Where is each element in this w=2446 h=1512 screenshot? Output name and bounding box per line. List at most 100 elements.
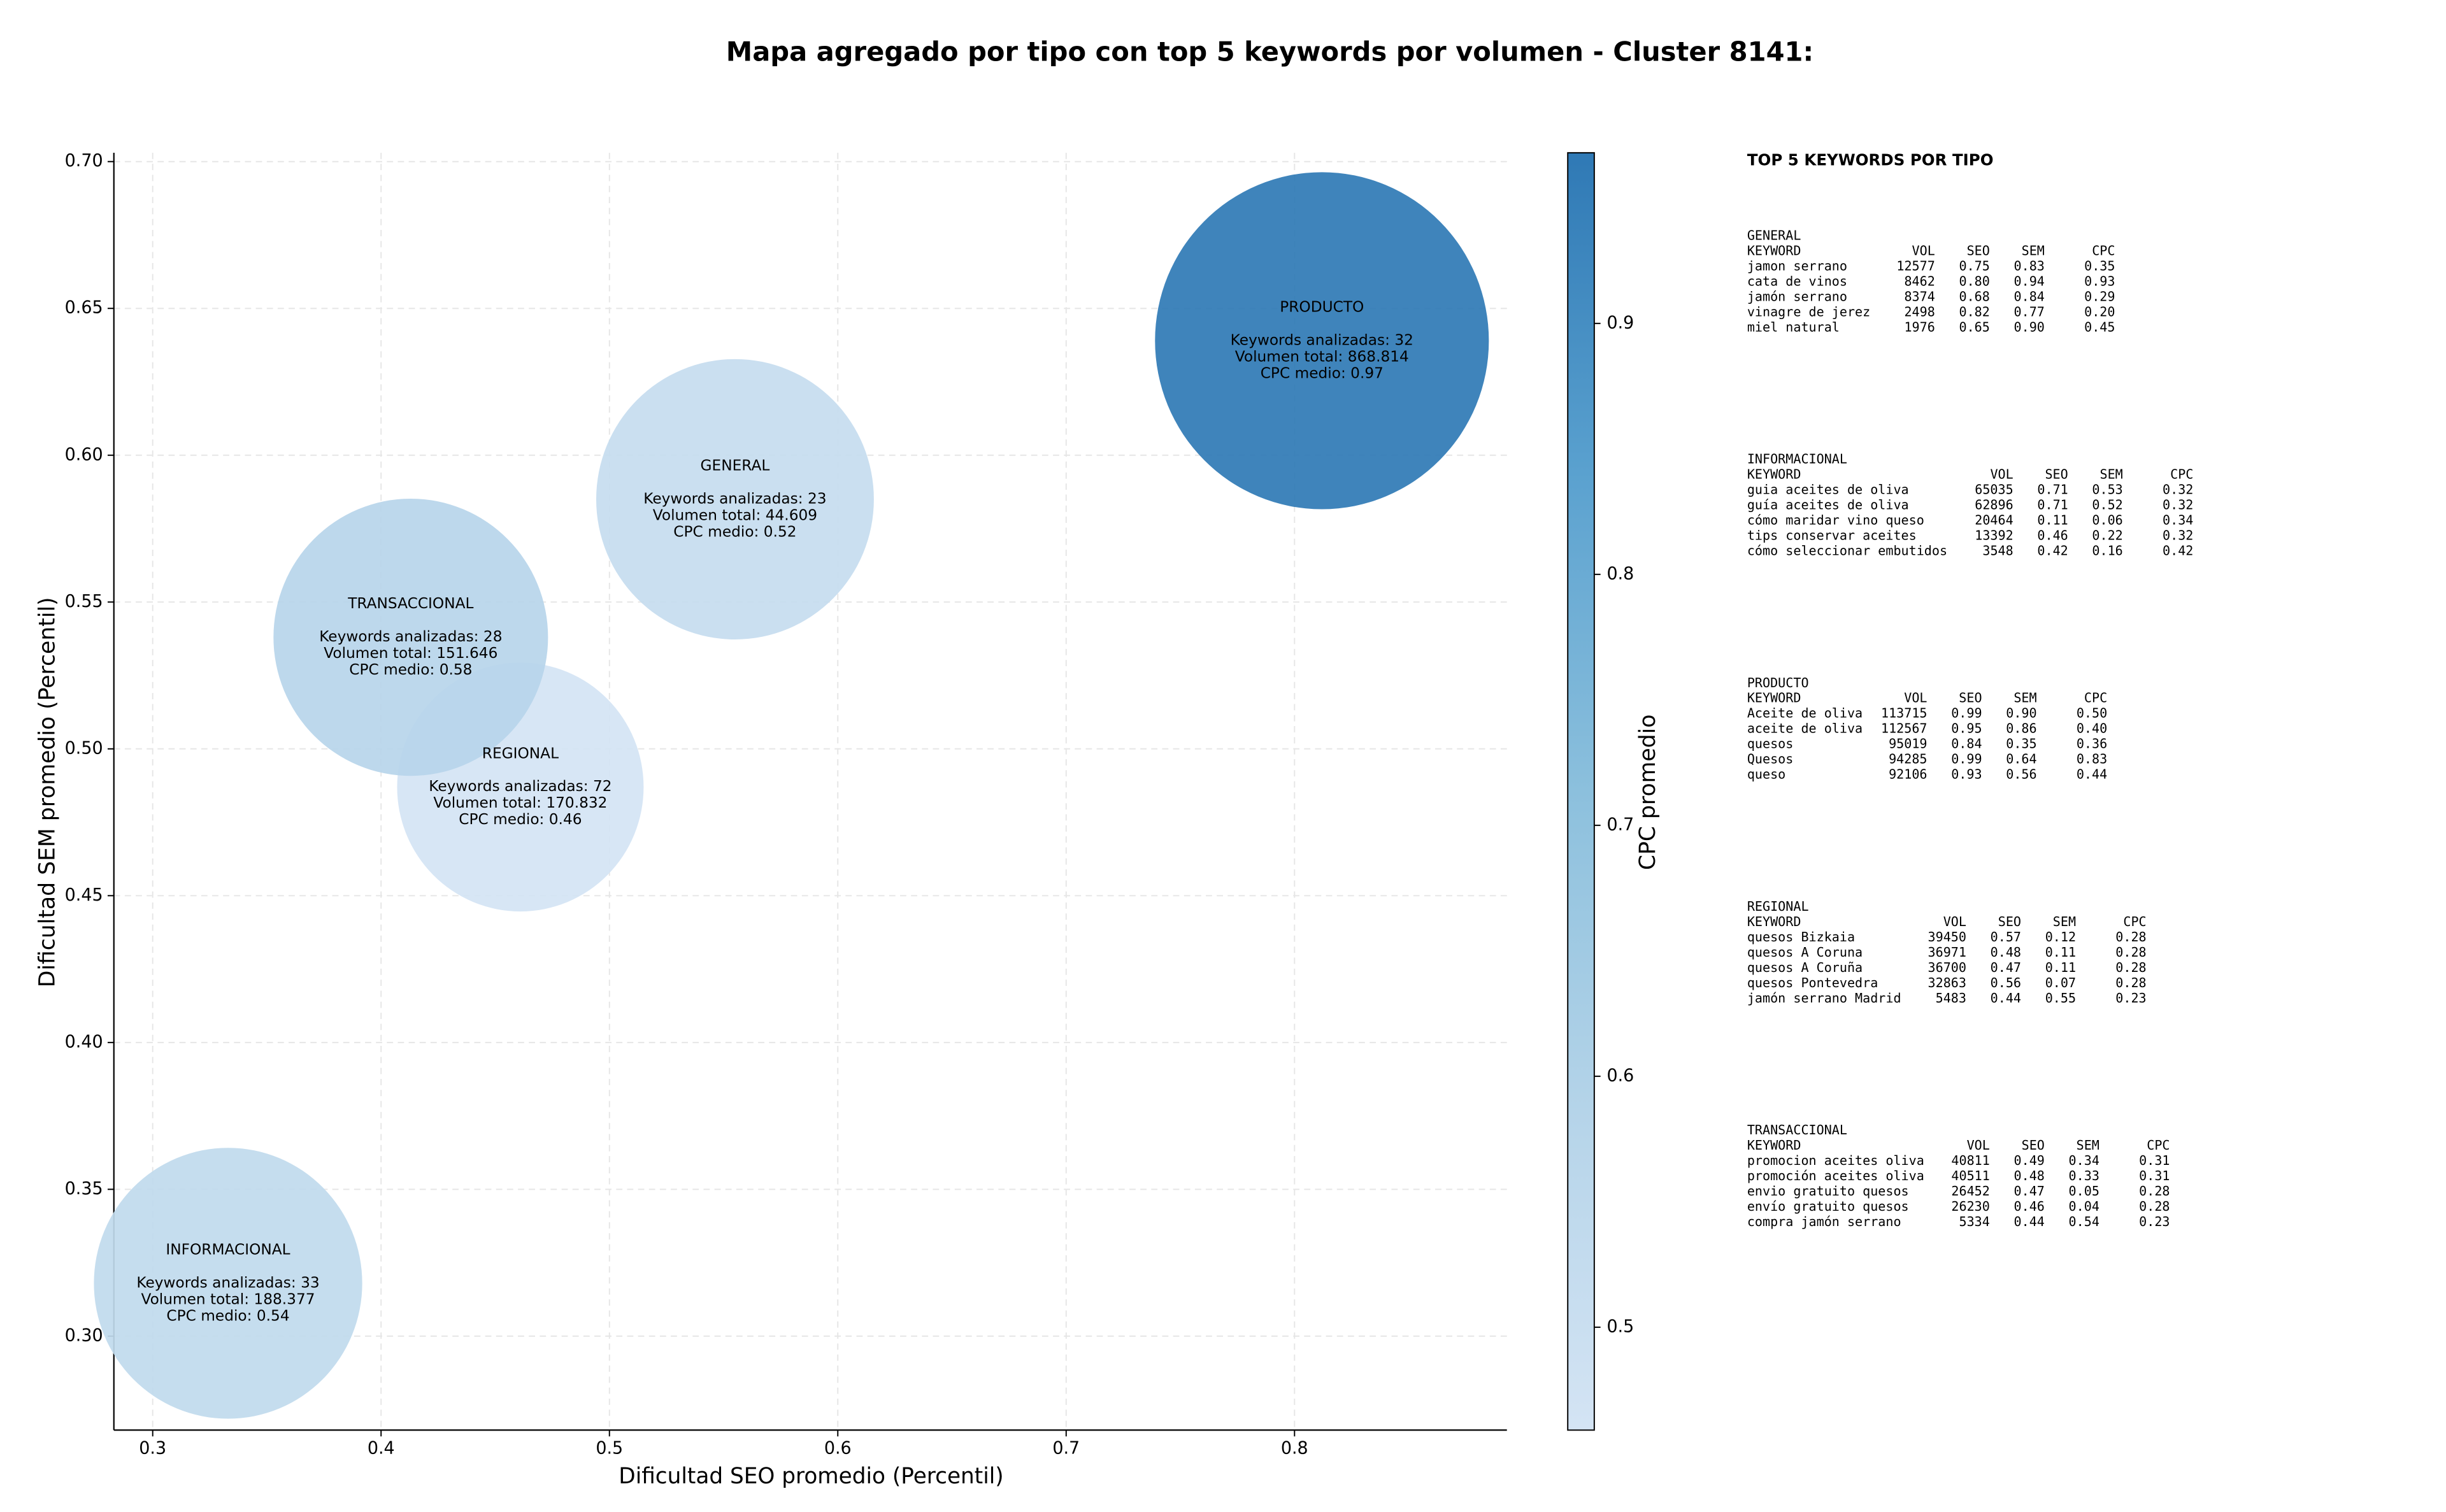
keyword-cell: 0.28 — [2115, 960, 2146, 975]
column-header: VOL — [1990, 467, 2013, 482]
keyword-name: cata de vinos — [1747, 273, 1847, 289]
keyword-cell: 0.07 — [2045, 975, 2076, 990]
column-header: KEYWORD — [1747, 243, 1801, 258]
colorbar-tick-label: 0.8 — [1606, 564, 1634, 583]
keyword-cell: 0.77 — [2014, 304, 2045, 319]
keyword-cell: 0.47 — [2014, 1183, 2045, 1199]
keyword-cell: 0.04 — [2069, 1199, 2099, 1214]
keyword-cell: 0.22 — [2092, 527, 2122, 543]
keyword-cell: 0.94 — [2014, 273, 2045, 289]
keyword-cell: 0.11 — [2045, 945, 2076, 960]
keyword-cell: 95019 — [1889, 736, 1927, 752]
keyword-cell: 13392 — [1975, 527, 2013, 543]
keyword-cell: 26452 — [1951, 1183, 1989, 1199]
keyword-cell: 0.44 — [1991, 990, 2021, 1006]
keyword-cell: 12577 — [1896, 258, 1935, 273]
keyword-name: tips conservar aceites — [1747, 527, 1917, 543]
colorbar-tick-label: 0.9 — [1606, 313, 1634, 332]
x-axis-label: Dificultad SEO promedio (Percentil) — [619, 1464, 1003, 1489]
bubble-volume: Volumen total: 868.814 — [1235, 347, 1409, 365]
keyword-cell: 0.53 — [2092, 482, 2122, 497]
x-tick-label: 0.5 — [596, 1439, 623, 1459]
colorbar-tick-label: 0.6 — [1606, 1066, 1634, 1085]
column-header: CPC — [2147, 1138, 2170, 1153]
keyword-name: quesos A Coruna — [1747, 945, 1863, 960]
keyword-cell: 5483 — [1936, 990, 1966, 1006]
keyword-cell: 0.34 — [2069, 1153, 2099, 1168]
keyword-cell: 0.20 — [2084, 304, 2115, 319]
bubble — [596, 359, 874, 639]
keyword-name: miel natural — [1747, 319, 1840, 334]
column-header: CPC — [2084, 690, 2107, 706]
keyword-name: envio gratuito quesos — [1747, 1183, 1909, 1199]
bubble-label: INFORMACIONAL — [166, 1240, 290, 1258]
keyword-cell: 0.05 — [2069, 1183, 2099, 1199]
keyword-cell: 2498 — [1904, 304, 1935, 319]
keyword-cell: 0.56 — [1991, 975, 2021, 990]
y-tick-label: 0.40 — [65, 1032, 103, 1052]
keyword-cell: 0.11 — [2045, 960, 2076, 975]
y-tick-label: 0.65 — [65, 298, 103, 318]
keyword-cell: 0.75 — [1959, 258, 1990, 273]
column-header: VOL — [1943, 914, 1966, 929]
y-tick-label: 0.50 — [65, 738, 103, 758]
column-header: KEYWORD — [1747, 467, 1801, 482]
keyword-cell: 0.28 — [2139, 1199, 2170, 1214]
colorbar — [1567, 152, 1595, 1431]
keyword-cell: 0.93 — [2084, 273, 2115, 289]
column-header: SEM — [2022, 243, 2045, 258]
keyword-cell: 0.52 — [2092, 497, 2122, 512]
keyword-cell: 0.71 — [2037, 482, 2068, 497]
keyword-cell: 0.16 — [2092, 543, 2122, 558]
keyword-cell: 0.90 — [2014, 319, 2045, 334]
keyword-cell: 0.12 — [2045, 929, 2076, 945]
bubble-label: GENERAL — [701, 456, 770, 474]
group-name: GENERAL — [1747, 227, 1801, 243]
keyword-cell: 0.83 — [2077, 752, 2107, 767]
colorbar-label: CPC promedio — [1635, 715, 1661, 871]
keyword-name: guía aceites de oliva — [1747, 497, 1909, 512]
keyword-name: jamón serrano Madrid — [1747, 990, 1901, 1006]
keyword-cell: 0.35 — [2006, 736, 2036, 752]
y-tick-label: 0.70 — [65, 151, 103, 171]
keyword-cell: 36700 — [1928, 960, 1966, 975]
keyword-cell: 0.46 — [2037, 527, 2068, 543]
keyword-cell: 0.44 — [2077, 767, 2107, 782]
keyword-cell: 0.31 — [2139, 1153, 2170, 1168]
bubble-cpc: CPC medio: 0.54 — [166, 1306, 289, 1324]
keyword-cell: 62896 — [1975, 497, 2013, 512]
keyword-cell: 0.33 — [2069, 1168, 2099, 1183]
keyword-cell: 0.29 — [2084, 289, 2115, 304]
keyword-cell: 0.31 — [2139, 1168, 2170, 1183]
keyword-cell: 0.90 — [2006, 706, 2036, 721]
keyword-cell: 0.68 — [1959, 289, 1990, 304]
bubble — [94, 1148, 362, 1419]
y-tick-label: 0.30 — [65, 1325, 103, 1345]
colorbar-tick-label: 0.5 — [1606, 1316, 1634, 1336]
keyword-cell: 112567 — [1881, 721, 1927, 736]
keyword-cell: 0.23 — [2115, 990, 2146, 1006]
keyword-cell: 40811 — [1951, 1153, 1989, 1168]
column-header: VOL — [1967, 1138, 1990, 1153]
group-name: TRANSACCIONAL — [1747, 1122, 1847, 1138]
keyword-cell: 1976 — [1904, 319, 1935, 334]
column-header: SEM — [2077, 1138, 2099, 1153]
y-tick-label: 0.55 — [65, 592, 103, 611]
x-tick-label: 0.8 — [1281, 1439, 1308, 1459]
keyword-cell: 0.32 — [2163, 482, 2193, 497]
keyword-cell: 113715 — [1881, 706, 1927, 721]
y-tick-label: 0.60 — [65, 445, 103, 464]
keyword-cell: 39450 — [1928, 929, 1966, 945]
keyword-name: guia aceites de oliva — [1747, 482, 1909, 497]
keyword-cell: 0.44 — [2014, 1214, 2045, 1229]
keyword-cell: 0.28 — [2115, 945, 2146, 960]
keyword-cell: 8462 — [1904, 273, 1935, 289]
bubble-cpc: CPC medio: 0.58 — [349, 660, 472, 678]
keyword-cell: 0.23 — [2139, 1214, 2170, 1229]
keyword-name: jamón serrano — [1747, 289, 1847, 304]
keyword-cell: 0.54 — [2069, 1214, 2099, 1229]
keyword-cell: 20464 — [1975, 512, 2013, 527]
column-header: VOL — [1904, 690, 1927, 706]
keyword-cell: 0.48 — [1991, 945, 2021, 960]
keyword-name: cómo maridar vino queso — [1747, 512, 1924, 527]
